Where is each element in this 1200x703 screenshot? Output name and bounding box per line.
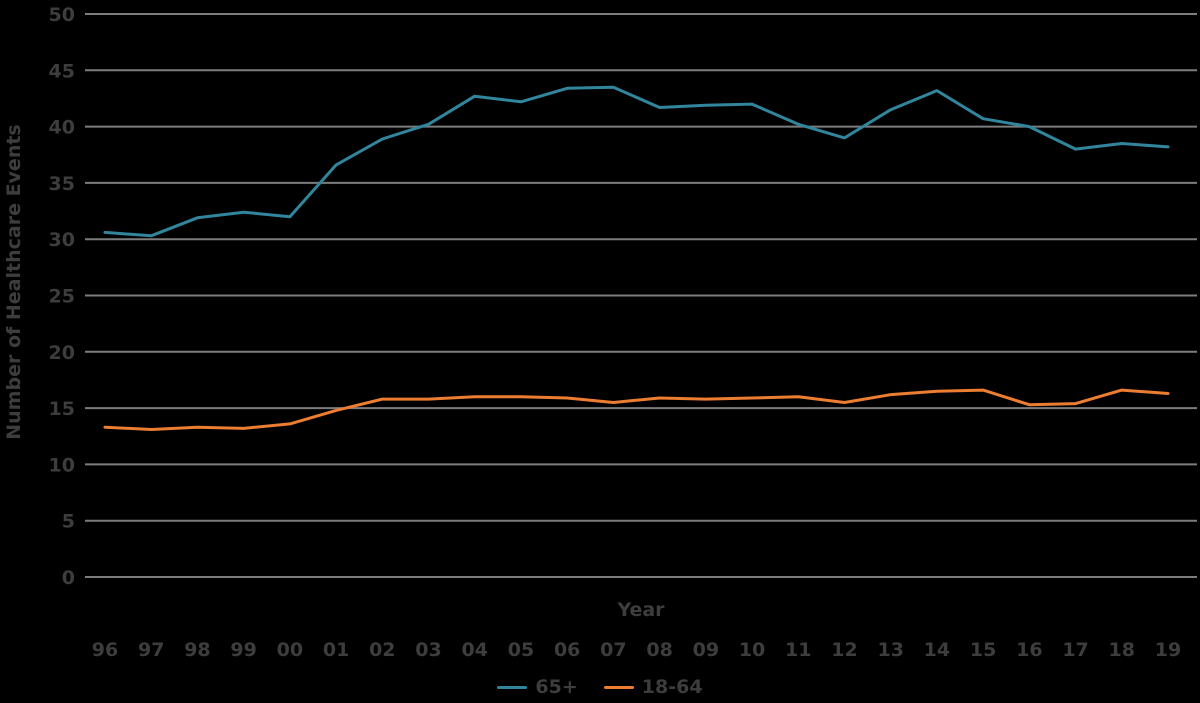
x-tick-label-99: 99 xyxy=(230,639,256,661)
x-tick-label-16: 16 xyxy=(1016,639,1042,661)
x-tick-label-14: 14 xyxy=(924,639,950,661)
x-tick-label-96: 96 xyxy=(92,639,118,661)
x-tick-label-15: 15 xyxy=(970,639,996,661)
x-tick-label-08: 08 xyxy=(646,639,672,661)
x-tick-label-12: 12 xyxy=(831,639,857,661)
x-tick-label-17: 17 xyxy=(1062,639,1088,661)
y-tick-label-35: 35 xyxy=(49,173,75,195)
x-tick-label-00: 00 xyxy=(277,639,303,661)
data-series-lines xyxy=(103,85,1170,431)
y-tick-label-25: 25 xyxy=(49,286,75,308)
x-tick-label-04: 04 xyxy=(462,639,488,661)
x-tick-label-01: 01 xyxy=(323,639,349,661)
x-tick-label-19: 19 xyxy=(1155,639,1181,661)
legend: 65+ 18-64 xyxy=(0,676,1200,698)
y-tick-label-45: 45 xyxy=(49,60,75,82)
x-tick-label-07: 07 xyxy=(600,639,626,661)
x-tick-label-05: 05 xyxy=(508,639,534,661)
x-tick-label-18: 18 xyxy=(1109,639,1135,661)
legend-label-65+: 65+ xyxy=(535,676,578,698)
series-line-18-64 xyxy=(103,388,1170,431)
y-tick-label-20: 20 xyxy=(49,342,75,364)
y-tick-label-50: 50 xyxy=(49,4,75,26)
gridlines xyxy=(85,13,1197,578)
x-tick-label-02: 02 xyxy=(369,639,395,661)
x-tick-label-98: 98 xyxy=(184,639,210,661)
x-tick-label-09: 09 xyxy=(693,639,719,661)
x-tick-label-06: 06 xyxy=(554,639,580,661)
legend-label-18-64: 18-64 xyxy=(641,676,703,698)
x-tick-label-97: 97 xyxy=(138,639,164,661)
legend-item-65+: 65+ xyxy=(497,676,578,698)
series-line-65+ xyxy=(103,85,1170,238)
y-axis-title: Number of Healthcare Events xyxy=(3,124,25,440)
legend-item-18-64: 18-64 xyxy=(603,676,703,698)
x-axis-title: Year xyxy=(616,599,665,621)
y-tick-label-10: 10 xyxy=(49,454,75,476)
y-tick-label-30: 30 xyxy=(49,229,75,251)
x-tick-label-03: 03 xyxy=(415,639,441,661)
y-axis-tick-labels: 0 5 10 15 20 25 30 35 40 45 50 xyxy=(49,4,75,589)
y-tick-label-15: 15 xyxy=(49,398,75,420)
y-tick-label-40: 40 xyxy=(49,117,75,139)
x-axis-tick-labels: 96 97 98 99 00 01 02 03 04 05 06 07 08 09 10 11 12 13 14 15… xyxy=(92,639,1181,661)
y-tick-label-0: 0 xyxy=(62,567,75,589)
x-tick-label-13: 13 xyxy=(877,639,903,661)
x-tick-label-10: 10 xyxy=(739,639,765,661)
y-tick-label-5: 5 xyxy=(62,511,75,533)
legend-swatch-65+ xyxy=(497,685,528,689)
x-tick-label-11: 11 xyxy=(785,639,811,661)
legend-swatch-18-64 xyxy=(603,685,634,689)
